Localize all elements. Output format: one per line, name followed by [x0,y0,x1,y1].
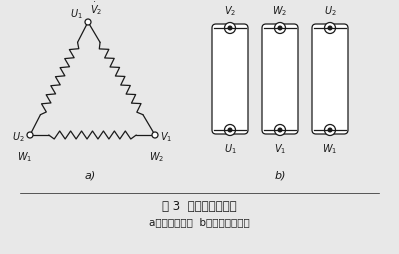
Text: $U_2$: $U_2$ [12,130,25,144]
Text: $\dot{V}_2$: $\dot{V}_2$ [90,0,102,17]
Circle shape [324,23,336,34]
Circle shape [275,124,286,135]
Text: a）接线原理图  b）接线盒连接图: a）接线原理图 b）接线盒连接图 [148,217,249,227]
Text: $V_2$: $V_2$ [224,4,236,18]
Text: a): a) [84,170,96,180]
Text: $W_2$: $W_2$ [273,4,288,18]
Text: $V_1$: $V_1$ [274,142,286,156]
Circle shape [228,128,232,132]
Text: $W_2$: $W_2$ [149,150,165,164]
Text: $U_1$: $U_1$ [223,142,236,156]
Text: $W_1$: $W_1$ [18,150,33,164]
FancyBboxPatch shape [212,24,248,134]
Circle shape [152,132,158,138]
Circle shape [275,23,286,34]
Text: $V_1$: $V_1$ [160,130,172,144]
Text: $U_1$: $U_1$ [70,7,83,21]
Circle shape [278,26,282,30]
Circle shape [278,128,282,132]
Circle shape [228,26,232,30]
Text: 图 3  绕组三角形接线: 图 3 绕组三角形接线 [162,200,236,213]
Circle shape [328,128,332,132]
Circle shape [27,132,33,138]
FancyBboxPatch shape [262,24,298,134]
Circle shape [85,19,91,25]
Circle shape [324,124,336,135]
Text: b): b) [274,170,286,180]
Text: $U_2$: $U_2$ [324,4,336,18]
Circle shape [225,124,235,135]
FancyBboxPatch shape [312,24,348,134]
Text: $W_1$: $W_1$ [322,142,338,156]
Circle shape [328,26,332,30]
Circle shape [225,23,235,34]
